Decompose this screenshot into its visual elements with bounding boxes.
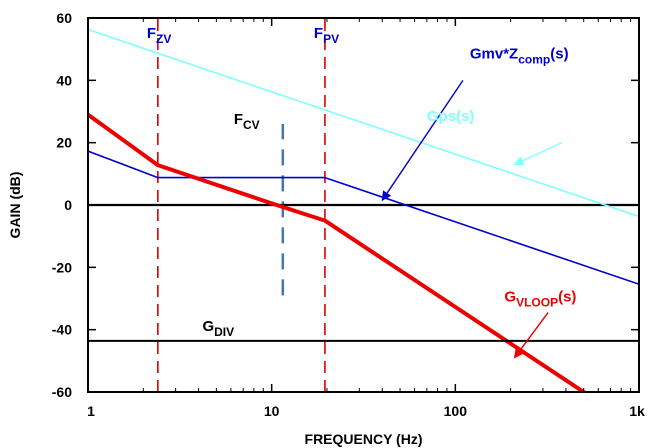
- annotation-gmv-zcomp: Gmv*Zcomp(s): [470, 46, 569, 67]
- x-tick-label: 10: [264, 403, 280, 419]
- x-tick-label: 1: [87, 403, 95, 419]
- plot-frame: [87, 17, 640, 393]
- annotation-gmv-zcomp-arrow: [381, 79, 464, 202]
- series-gmv-zcomp-s: [88, 150, 639, 286]
- series-gvloop-s: [88, 112, 586, 392]
- vline-label-pv: FPV: [314, 25, 339, 46]
- y-tick-label: 0: [64, 197, 72, 213]
- annotation-gvloop-arrow: [513, 312, 549, 359]
- y-tick-label: 40: [56, 72, 72, 88]
- y-tick-label: -20: [52, 259, 72, 275]
- y-tick-label: 20: [56, 135, 72, 151]
- annotation-gps-s--arrow: [513, 142, 563, 166]
- y-tick-label: -60: [52, 384, 72, 400]
- annotation-gvloop: GVLOOP(s): [504, 289, 576, 310]
- y-axis-label: GAIN (dB): [7, 172, 23, 239]
- annotation-gps-s-: Gps(s): [427, 108, 475, 125]
- x-tick-label: 100: [444, 403, 468, 419]
- y-tick-label: 60: [56, 10, 72, 26]
- series-gps-s: [88, 28, 639, 218]
- y-tick-label: -40: [52, 322, 72, 338]
- vline-label-cv: FCV: [234, 111, 260, 132]
- annotation-gdiv: GDIV: [202, 318, 234, 339]
- vline-label-zv: FZV: [147, 25, 172, 46]
- x-axis-label: FREQUENCY (Hz): [305, 431, 423, 447]
- x-tick-label: 1k: [629, 403, 645, 419]
